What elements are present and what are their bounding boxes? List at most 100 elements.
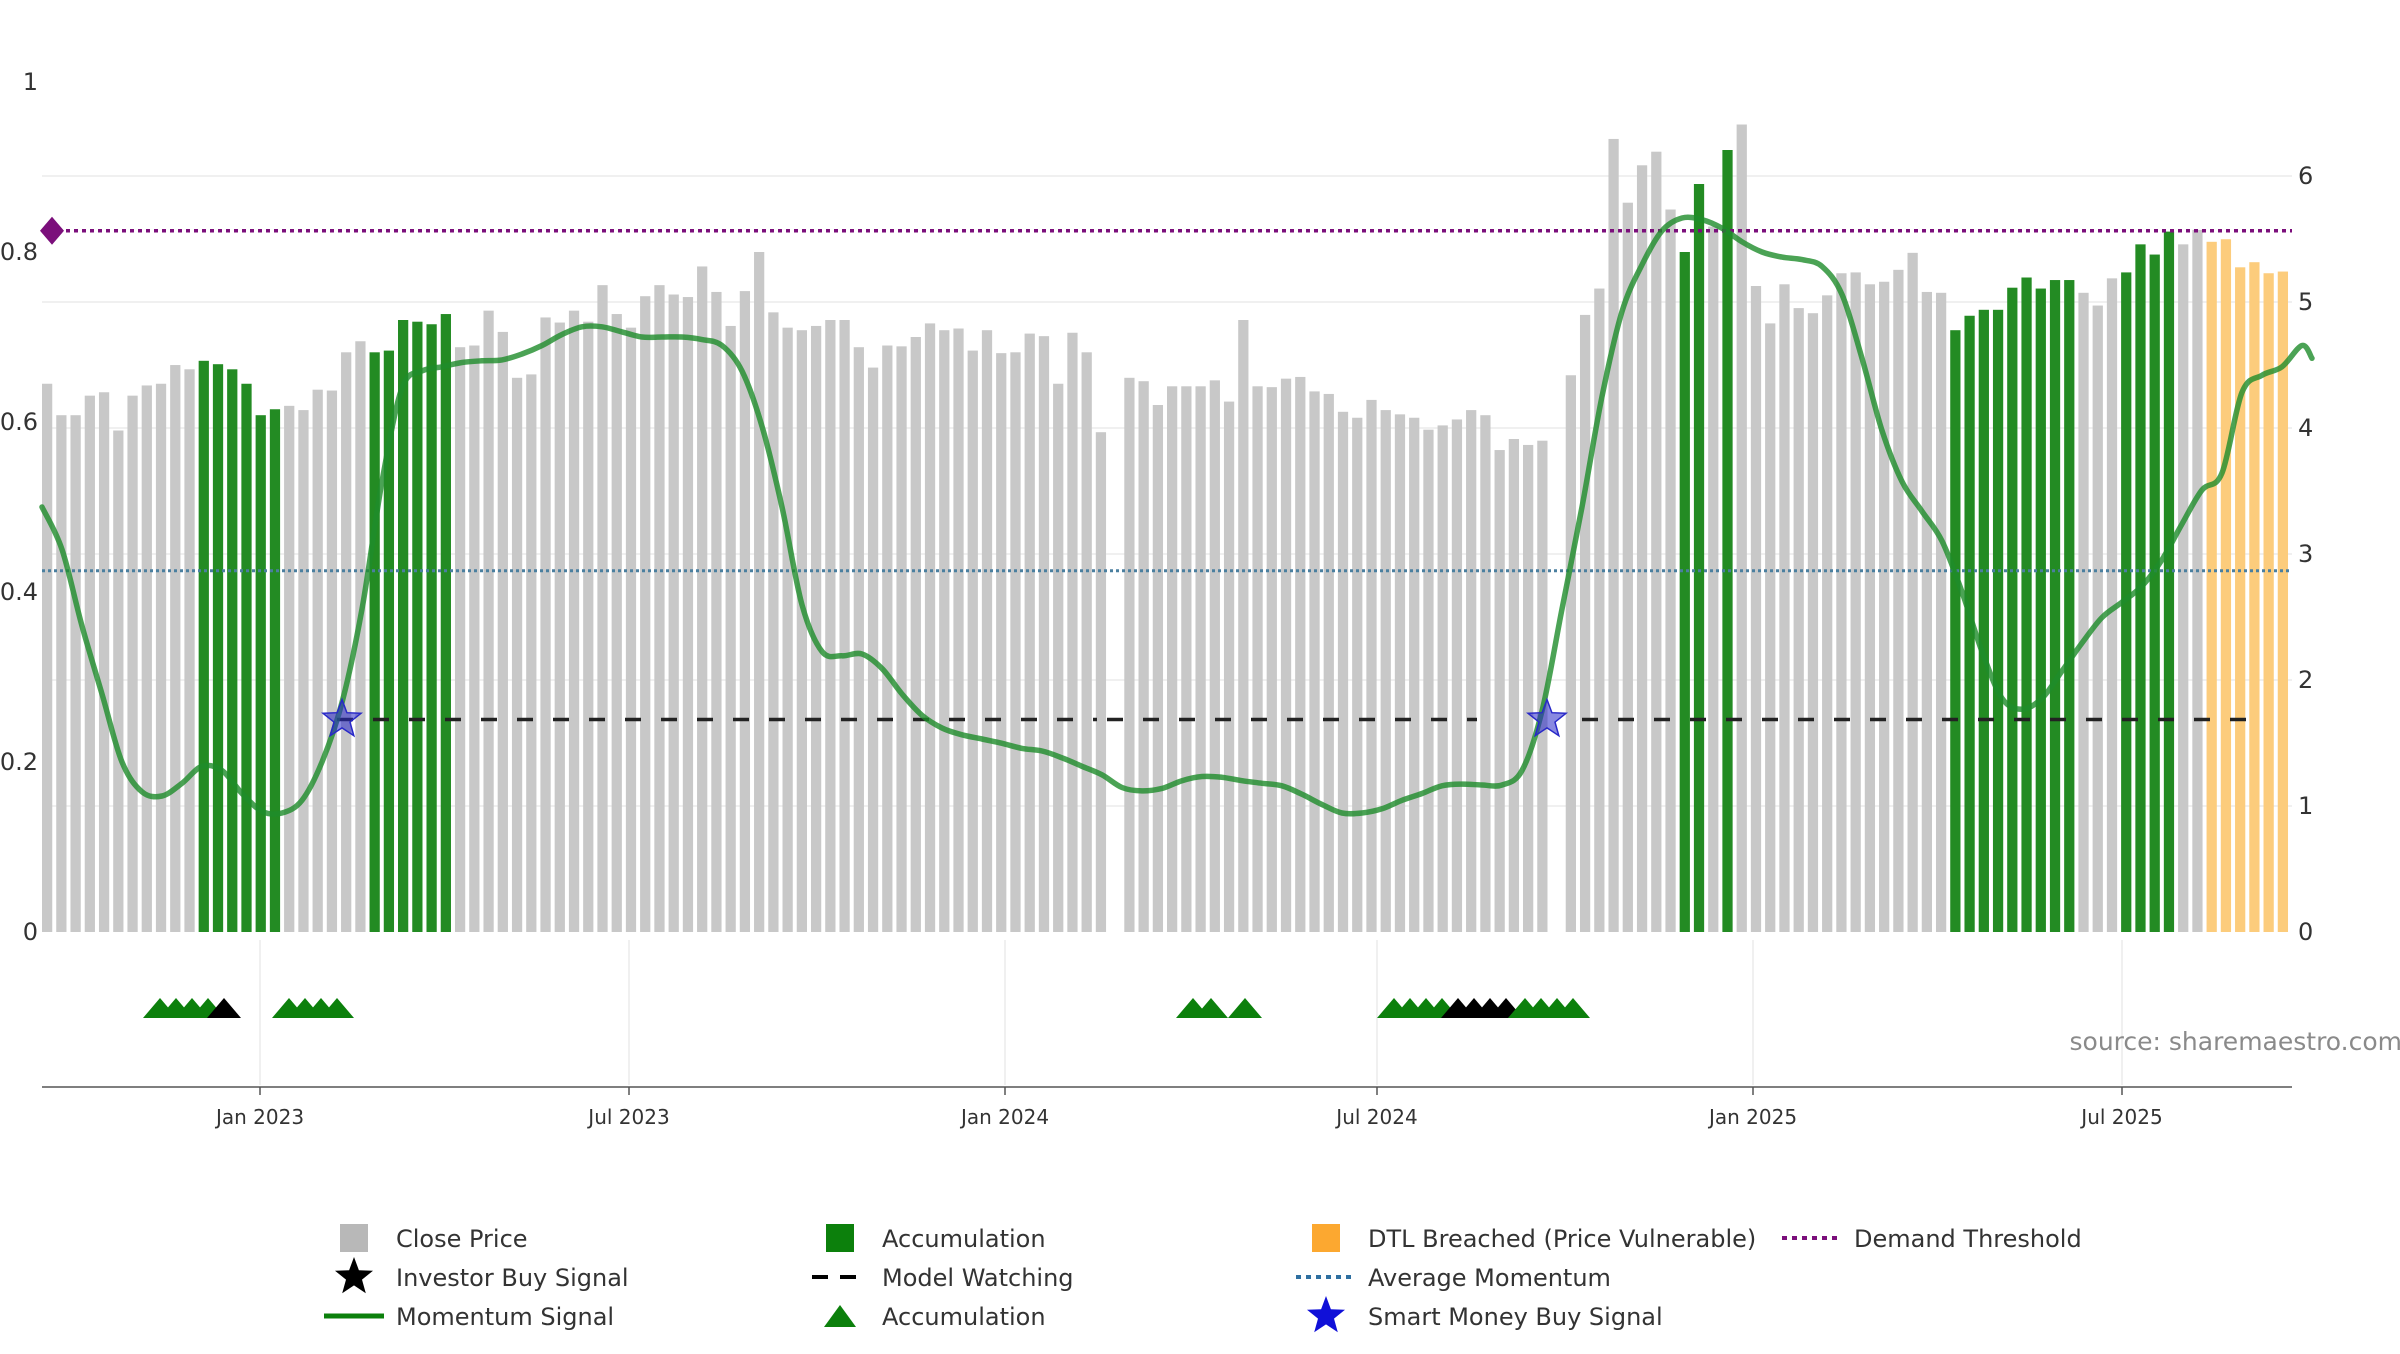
- legend-item: Close Price: [340, 1224, 528, 1253]
- price-bar: [127, 396, 137, 932]
- price-bar: [170, 365, 180, 932]
- price-bar: [1139, 381, 1149, 932]
- price-bar: [1167, 386, 1177, 932]
- price-bar: [569, 311, 579, 932]
- price-bar: [2192, 230, 2202, 932]
- price-bar: [1651, 152, 1661, 932]
- price-bar: [1409, 418, 1419, 932]
- left-tick-label: 0.6: [0, 408, 38, 436]
- right-tick-label: 4: [2298, 414, 2313, 442]
- price-bar: [683, 297, 693, 932]
- price-bar: [1039, 336, 1049, 932]
- price-bar: [768, 312, 778, 932]
- x-tick-label: Jul 2024: [1334, 1105, 1417, 1129]
- right-tick-label: 0: [2298, 918, 2313, 946]
- legend-label: Accumulation: [882, 1225, 1046, 1253]
- price-bar: [953, 329, 963, 933]
- x-tick-label: Jan 2025: [1707, 1105, 1797, 1129]
- price-bar: [1210, 380, 1220, 932]
- price-bar: [2050, 280, 2060, 932]
- legend-item: DTL Breached (Price Vulnerable): [1312, 1224, 1756, 1253]
- right-tick-label: 1: [2298, 792, 2313, 820]
- price-bar: [199, 361, 209, 932]
- price-bar: [1580, 315, 1590, 932]
- accumulation-markers: [143, 998, 1590, 1018]
- price-bar: [99, 392, 109, 932]
- accumulation-triangle: [1228, 998, 1262, 1018]
- price-bar: [1366, 400, 1376, 932]
- price-bar: [1908, 253, 1918, 932]
- legend-item: Demand Threshold: [1782, 1225, 2082, 1253]
- price-bar: [327, 391, 337, 932]
- price-bar: [1694, 184, 1704, 932]
- left-tick-label: 0.8: [0, 238, 38, 266]
- price-bar: [284, 406, 294, 932]
- legend-item: Accumulation: [826, 1224, 1046, 1253]
- price-bar: [982, 330, 992, 932]
- price-bar: [1010, 352, 1020, 932]
- price-bar: [469, 346, 479, 933]
- price-bar: [156, 384, 166, 932]
- price-bar: [1082, 352, 1092, 932]
- price-bar: [1053, 384, 1063, 932]
- price-bar: [184, 369, 194, 932]
- price-bar: [896, 346, 906, 932]
- price-bar: [1822, 295, 1832, 932]
- price-bar: [1509, 439, 1519, 932]
- left-tick-label: 0.4: [0, 578, 38, 606]
- legend-item: Investor Buy Signal: [335, 1257, 629, 1293]
- price-bar: [911, 337, 921, 932]
- price-bar: [298, 410, 308, 932]
- price-bar: [113, 431, 123, 933]
- price-bar: [526, 374, 536, 932]
- price-bar: [2164, 232, 2174, 932]
- price-bar: [2036, 289, 2046, 932]
- price-bar: [797, 330, 807, 932]
- price-bar: [1195, 386, 1205, 932]
- price-bar: [1879, 282, 1889, 932]
- price-bar: [882, 346, 892, 933]
- legend-item: Average Momentum: [1296, 1264, 1611, 1292]
- price-bar: [839, 320, 849, 932]
- price-bar: [2064, 280, 2074, 932]
- legend-label: Average Momentum: [1368, 1264, 1611, 1292]
- price-bar: [711, 292, 721, 932]
- price-bar: [825, 320, 835, 932]
- price-bar: [1779, 284, 1789, 932]
- legend-star-icon: [1307, 1296, 1345, 1332]
- price-bar: [1993, 310, 2003, 932]
- price-bar: [540, 317, 550, 932]
- x-tick-label: Jan 2024: [959, 1105, 1049, 1129]
- legend-item: Smart Money Buy Signal: [1307, 1296, 1663, 1332]
- price-bar: [498, 332, 508, 932]
- price-bar: [1096, 432, 1106, 932]
- price-bar: [1252, 386, 1262, 932]
- price-bar: [1423, 430, 1433, 932]
- price-bar: [1936, 293, 1946, 932]
- price-bar: [583, 322, 593, 932]
- price-bar: [313, 390, 323, 932]
- legend-square-icon: [826, 1224, 854, 1252]
- price-bar: [1680, 252, 1690, 932]
- price-bar: [2249, 262, 2259, 932]
- price-bar: [1067, 333, 1077, 932]
- price-bar: [754, 252, 764, 932]
- price-bar: [996, 353, 1006, 932]
- legend-square-icon: [1312, 1224, 1340, 1252]
- price-bar: [1153, 405, 1163, 932]
- price-bar: [2021, 278, 2031, 933]
- legend-triangle-icon: [824, 1305, 856, 1327]
- price-bar: [2007, 288, 2017, 932]
- price-bar: [1352, 418, 1362, 932]
- price-bar: [1025, 334, 1035, 932]
- price-bar: [441, 314, 451, 932]
- price-bar: [2221, 239, 2231, 932]
- price-bar: [654, 285, 664, 932]
- legend-item: Model Watching: [812, 1264, 1074, 1292]
- price-bar: [426, 324, 436, 932]
- legend-label: Close Price: [396, 1225, 528, 1253]
- price-bar: [1637, 165, 1647, 932]
- demand-threshold-marker: [40, 217, 64, 245]
- price-bar: [1523, 445, 1533, 932]
